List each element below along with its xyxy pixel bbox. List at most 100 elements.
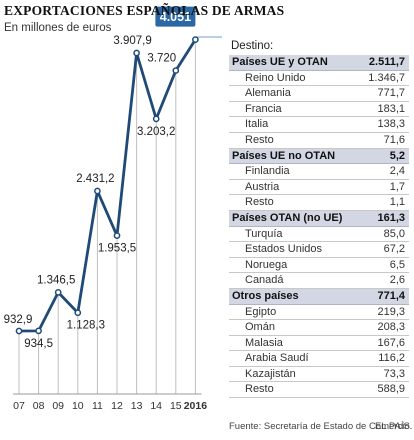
group-name: Países OTAN (no UE) — [232, 211, 343, 224]
country-value: 208,3 — [377, 321, 405, 334]
x-tick-11: 11 — [92, 400, 103, 412]
country-name: Austria — [245, 180, 280, 193]
country-value: 183,1 — [377, 102, 405, 115]
country-value: 588,9 — [377, 383, 405, 396]
data-point-09 — [54, 289, 62, 296]
x-tick-12: 12 — [111, 400, 123, 412]
brand-logo-text: EL PAÍS — [375, 421, 410, 432]
country-row: Kazajistán 73,3 — [229, 367, 409, 383]
group-value: 2.511,7 — [368, 56, 405, 68]
source-note: Fuente: Secretaría de Estado de Comercio… — [229, 421, 413, 432]
country-row: Finlandia 2,4 — [229, 164, 409, 180]
country-value: 219,3 — [377, 305, 405, 318]
country-name: Estados Unidos — [245, 243, 323, 256]
data-point-12 — [113, 232, 121, 239]
group-value: 771,4 — [377, 289, 405, 302]
data-point-10 — [74, 309, 82, 317]
data-label-13: 3.907,9 — [113, 35, 151, 47]
x-tick-15: 15 — [170, 400, 182, 412]
country-row: Canadá 2,6 — [229, 273, 409, 289]
country-value: 71,6 — [383, 133, 405, 146]
country-name: Italia — [245, 118, 269, 131]
country-value: 138,3 — [377, 118, 405, 131]
data-point-07 — [15, 327, 23, 335]
country-row: Francia 183,1 — [229, 102, 409, 118]
country-row: Turquía 85,0 — [229, 227, 409, 243]
data-label-2016: 4.051 — [160, 10, 191, 24]
data-point-11 — [94, 187, 101, 195]
x-tick-08: 08 — [33, 400, 45, 412]
country-name: Resto — [245, 383, 274, 396]
x-tick-07: 07 — [13, 400, 25, 412]
country-name: Resto — [245, 133, 274, 146]
group-value: 161,3 — [377, 211, 405, 224]
group-row: Países OTAN (no UE) 161,3 — [229, 210, 409, 227]
country-name: Canadá — [245, 274, 284, 287]
data-label-09: 1.346,5 — [37, 274, 75, 286]
country-row: Malasia 167,6 — [229, 336, 409, 352]
country-value: 6,5 — [389, 258, 405, 271]
country-value: 67,2 — [383, 243, 405, 256]
country-row: Egipto 219,3 — [229, 305, 409, 321]
chart-title: EXPORTACIONES ESPAÑOLAS DE ARMAS — [4, 3, 285, 18]
series-line — [18, 38, 197, 333]
x-tick-10: 10 — [72, 400, 84, 412]
highlight-label-box — [155, 6, 196, 27]
data-point-14 — [152, 115, 160, 123]
country-name: Omán — [245, 321, 275, 334]
country-name: Noruega — [245, 258, 288, 271]
data-label-14: 3.203,2 — [137, 126, 175, 138]
country-name: Francia — [245, 102, 282, 115]
country-value: 771,7 — [377, 87, 405, 100]
data-label-12: 1.953,5 — [98, 243, 136, 255]
chart-subtitle: En millones de euros — [4, 22, 112, 34]
destination-table: Destino: Países UE y OTAN 2.511,7 Reino Un… — [229, 37, 409, 399]
group-row: Países UE no OTAN 5,2 — [229, 148, 409, 165]
group-name: Países UE no OTAN — [232, 149, 336, 162]
country-row: Estados Unidos 67,2 — [229, 242, 409, 258]
country-name: Kazajistán — [245, 367, 296, 380]
country-name: Finlandia — [245, 165, 290, 178]
country-name: Malasia — [245, 336, 283, 349]
data-label-11: 2.431,2 — [76, 173, 114, 185]
highlight-connector — [194, 36, 222, 40]
country-value: 1.346,7 — [368, 71, 405, 84]
country-name: Arabia Saudí — [245, 352, 309, 365]
group-row: Países UE y OTAN 2.511,7 — [229, 55, 409, 71]
group-name: Países UE y OTAN — [232, 56, 328, 68]
data-label-07: 932,9 — [4, 314, 33, 326]
country-row: Resto 1,1 — [229, 195, 409, 211]
country-row: Resto 71,6 — [229, 133, 409, 149]
country-name: Alemania — [245, 87, 291, 100]
country-row: Omán 208,3 — [229, 320, 409, 336]
country-value: 73,3 — [383, 367, 405, 380]
data-label-10: 1.128,3 — [67, 320, 105, 332]
country-name: Turquía — [245, 227, 283, 240]
table-header: Destino: — [231, 40, 274, 52]
country-row: Arabia Saudí 116,2 — [229, 351, 409, 367]
country-name: Resto — [245, 196, 274, 209]
country-name: Reino Unido — [245, 71, 306, 84]
country-name: Egipto — [245, 305, 277, 318]
x-tick-2016: 2016 — [184, 400, 208, 412]
group-row: Otros países 771,4 — [229, 288, 409, 305]
data-point-08 — [35, 327, 42, 335]
country-row: Italia 138,3 — [229, 117, 409, 133]
country-row: Noruega 6,5 — [229, 258, 409, 274]
data-point-15 — [172, 67, 180, 74]
country-value: 2,6 — [389, 274, 405, 287]
country-value: 2,4 — [389, 165, 405, 178]
country-value: 1,1 — [389, 196, 405, 209]
data-point-13 — [133, 49, 140, 57]
x-tick-13: 13 — [131, 400, 143, 412]
data-label-15: 3.720 — [147, 53, 176, 65]
country-row: Resto 588,9 — [229, 382, 409, 399]
group-value: 5,2 — [389, 149, 405, 162]
country-row: Alemania 771,7 — [229, 86, 409, 102]
data-label-08: 934,5 — [24, 338, 53, 350]
country-row: Reino Unido 1.346,7 — [229, 71, 409, 87]
country-row: Austria 1,7 — [229, 180, 409, 196]
x-tick-14: 14 — [150, 400, 162, 412]
data-point-2016 — [192, 36, 199, 43]
